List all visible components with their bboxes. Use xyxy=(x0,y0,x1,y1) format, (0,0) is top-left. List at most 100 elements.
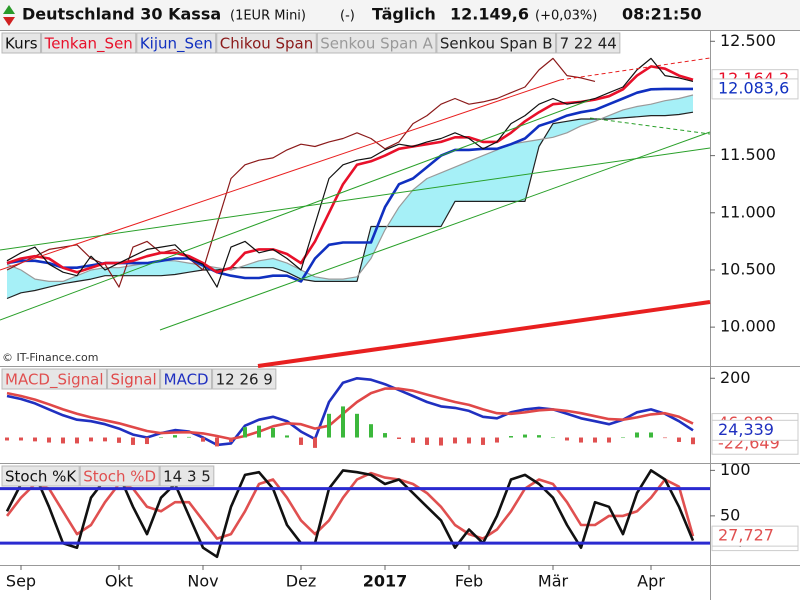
value-label-box xyxy=(711,78,799,100)
y-tick-label: 11.000 xyxy=(720,202,776,221)
histogram-bar xyxy=(425,437,429,445)
legend-box xyxy=(1,32,42,54)
y-tick-label: 50 xyxy=(720,505,740,524)
legend-box xyxy=(212,368,277,390)
value-label: 27,727 xyxy=(718,526,774,545)
histogram-bar xyxy=(33,437,37,442)
legend-label: Stoch %D xyxy=(83,468,156,486)
change: (+0,03%) xyxy=(535,9,597,24)
histogram-bar xyxy=(229,437,233,442)
time: 08:21:50 xyxy=(622,5,702,24)
histogram-bar xyxy=(495,437,499,443)
header-bar xyxy=(0,0,800,30)
legend-label: Tenkan_Sen xyxy=(44,35,133,54)
legend-item: Senkou Span B xyxy=(436,32,557,54)
histogram-bar xyxy=(355,413,359,438)
histogram-bar xyxy=(537,435,541,438)
contract: (1EUR Mini) xyxy=(230,9,306,24)
legend-box xyxy=(159,465,215,487)
histogram-bar xyxy=(89,437,93,442)
histogram-bar xyxy=(509,436,513,438)
legend-label: Chikou Span xyxy=(220,35,314,53)
histogram-bar xyxy=(243,427,247,438)
histogram-bar xyxy=(271,428,275,438)
legend-item: MACD xyxy=(160,368,213,390)
plot-area xyxy=(6,57,694,300)
legend-label: Kijun_Sen xyxy=(140,35,213,54)
legend-params: 12 26 9 xyxy=(216,371,273,389)
histogram-bar xyxy=(5,437,9,441)
trend-line xyxy=(0,99,591,321)
plot-area xyxy=(5,377,695,448)
histogram-bar xyxy=(397,437,401,439)
series-line xyxy=(6,94,694,282)
histogram-bar xyxy=(635,432,639,438)
legend-label: Signal xyxy=(111,371,157,389)
histogram-bar xyxy=(565,437,569,441)
histogram-bar xyxy=(621,437,625,439)
histogram-bar xyxy=(103,437,107,442)
histogram-bar xyxy=(299,437,303,445)
legend-item: Stoch %K xyxy=(1,465,80,487)
trend-lines xyxy=(0,57,711,368)
trend-line xyxy=(0,147,711,251)
histogram-bar xyxy=(257,425,261,438)
histogram-bar xyxy=(439,437,443,446)
histogram-bar xyxy=(117,437,121,443)
histogram-bar xyxy=(47,437,51,443)
histogram-bar xyxy=(551,437,555,439)
y-tick-label: 10.000 xyxy=(720,317,776,336)
series-line xyxy=(6,387,694,441)
legend-box xyxy=(1,465,80,487)
histogram-bar xyxy=(341,406,345,438)
histogram-bar xyxy=(579,437,583,443)
histogram-bar xyxy=(691,437,695,445)
histogram-bar xyxy=(327,413,331,438)
legend-label: Stoch %K xyxy=(5,468,77,486)
legend-box xyxy=(316,32,437,54)
trend-line xyxy=(589,117,711,135)
histogram-bar xyxy=(145,437,149,445)
histogram-bar xyxy=(467,437,471,444)
histogram-bar xyxy=(215,437,219,447)
legend-box xyxy=(1,368,108,390)
y-tick-label: 10.500 xyxy=(720,259,776,278)
down-icon xyxy=(3,17,15,26)
legend-item: Kijun_Sen xyxy=(136,32,217,54)
legend-params: 7 22 44 xyxy=(560,35,617,53)
histogram-bar xyxy=(19,437,23,441)
trend-line xyxy=(159,131,711,331)
histogram-bar xyxy=(369,424,373,438)
histogram-bar xyxy=(593,437,597,443)
credit: © IT-Finance.com xyxy=(2,351,99,364)
legend-item: Tenkan_Sen xyxy=(41,32,137,54)
legend-label: Senkou Span B xyxy=(440,35,553,53)
histogram-bar xyxy=(453,437,457,444)
legend-item: Signal xyxy=(107,368,161,390)
x-tick-label: Nov xyxy=(187,572,218,591)
up-icon xyxy=(3,5,15,14)
histogram-bar xyxy=(285,435,289,438)
x-tick-label: Dez xyxy=(286,572,317,591)
x-tick-label: Feb xyxy=(455,572,483,591)
histogram-bar xyxy=(523,434,527,438)
legend-label: MACD xyxy=(164,371,209,389)
status: (-) xyxy=(340,9,355,24)
histogram-bar xyxy=(663,437,667,439)
trend-line xyxy=(0,79,561,271)
x-tick-label: Sep xyxy=(6,572,36,591)
x-tick-label: 2017 xyxy=(363,572,408,591)
cloud xyxy=(7,95,693,299)
period: Täglich xyxy=(372,5,436,24)
last-price: 12.149,6 xyxy=(450,5,529,24)
x-tick-label: Apr xyxy=(637,572,665,591)
legend-label: Senkou Span A xyxy=(320,35,433,53)
histogram-bar xyxy=(173,435,177,438)
value-label: 12.083,6 xyxy=(718,78,789,97)
legend-box xyxy=(556,32,621,54)
histogram-bar xyxy=(187,436,191,438)
trend-line xyxy=(257,300,711,368)
legend-item: Stoch %D xyxy=(79,465,160,487)
